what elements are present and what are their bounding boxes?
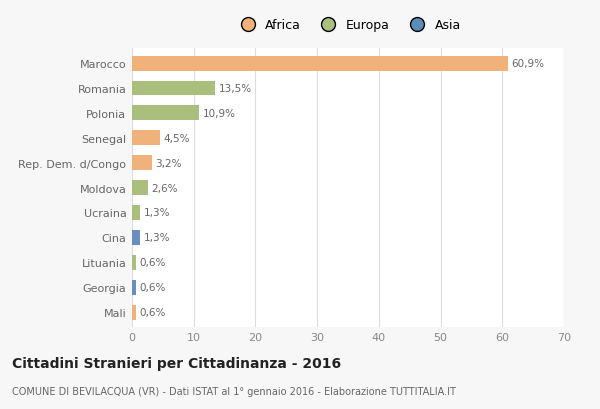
Text: 4,5%: 4,5% — [163, 133, 190, 144]
Text: 60,9%: 60,9% — [512, 59, 545, 69]
Bar — [132, 131, 160, 146]
Text: COMUNE DI BEVILACQUA (VR) - Dati ISTAT al 1° gennaio 2016 - Elaborazione TUTTITA: COMUNE DI BEVILACQUA (VR) - Dati ISTAT a… — [12, 387, 456, 396]
Text: 0,6%: 0,6% — [139, 258, 166, 267]
Text: 2,6%: 2,6% — [152, 183, 178, 193]
Text: 0,6%: 0,6% — [139, 283, 166, 292]
Bar — [132, 56, 508, 72]
Bar — [132, 305, 136, 320]
Bar — [132, 106, 199, 121]
Bar — [132, 81, 215, 96]
Text: Cittadini Stranieri per Cittadinanza - 2016: Cittadini Stranieri per Cittadinanza - 2… — [12, 356, 341, 370]
Bar — [132, 205, 140, 220]
Text: 10,9%: 10,9% — [203, 109, 236, 119]
Text: 1,3%: 1,3% — [144, 233, 170, 243]
Bar — [132, 181, 148, 196]
Bar — [132, 230, 140, 245]
Bar — [132, 255, 136, 270]
Text: 13,5%: 13,5% — [219, 84, 252, 94]
Text: 1,3%: 1,3% — [144, 208, 170, 218]
Text: 3,2%: 3,2% — [155, 158, 182, 168]
Bar — [132, 280, 136, 295]
Text: 0,6%: 0,6% — [139, 307, 166, 317]
Legend: Africa, Europa, Asia: Africa, Europa, Asia — [235, 19, 461, 32]
Bar — [132, 156, 152, 171]
